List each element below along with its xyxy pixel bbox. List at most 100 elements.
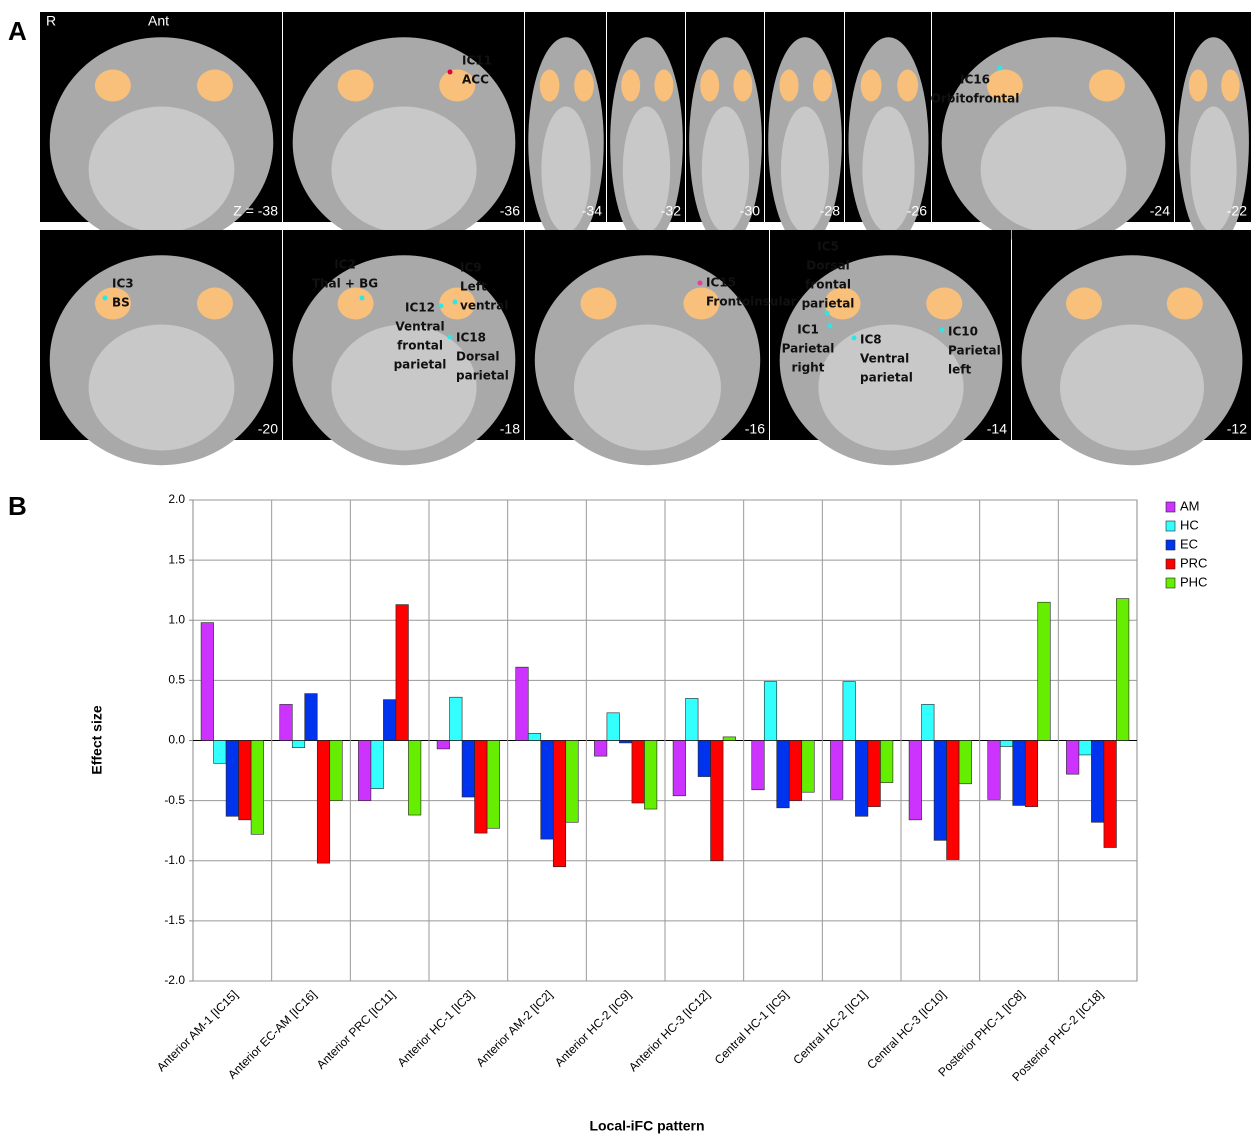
slice-label: -28: [820, 203, 840, 219]
annotation: Frontoinsular: [706, 295, 797, 309]
bar: [1066, 741, 1079, 775]
slice-label: -36: [500, 203, 520, 219]
activation: [700, 70, 719, 102]
bar: [947, 741, 960, 860]
x-tick-label: Anterior AM-2 [IC2]: [473, 987, 555, 1069]
bar: [752, 741, 765, 790]
activation: [95, 70, 131, 102]
seed-dot: [439, 304, 444, 309]
activation: [1189, 70, 1207, 102]
bar: [988, 741, 1001, 800]
slice-label: -12: [1227, 421, 1247, 437]
legend-label: PHC: [1180, 574, 1207, 589]
seed-dot: [940, 328, 945, 333]
y-tick-label: -0.5: [164, 793, 185, 807]
legend-label: EC: [1180, 536, 1198, 551]
slice-label: -20: [258, 421, 278, 437]
annotation: Parietal: [948, 344, 1001, 358]
bar: [644, 741, 657, 810]
bar: [711, 741, 724, 861]
brain-tissue: [574, 325, 721, 451]
bar: [723, 737, 736, 741]
annotation: Ventral: [395, 320, 444, 334]
seed-dot: [360, 296, 365, 301]
annotation: Parietal: [782, 342, 835, 356]
slice-label: -26: [907, 203, 927, 219]
seed-dot: [998, 66, 1003, 71]
y-tick-label: -1.0: [164, 853, 185, 867]
x-tick-label: Anterior HC-2 [IC9]: [552, 987, 634, 1069]
activation: [338, 70, 374, 102]
annotation: parietal: [394, 358, 447, 372]
annotation: parietal: [456, 369, 509, 383]
x-tick-label: Central HC-3 [IC10]: [864, 987, 948, 1071]
activation: [574, 70, 594, 102]
legend-label: HC: [1180, 517, 1199, 532]
activation: [540, 70, 560, 102]
bar: [830, 741, 843, 800]
annotation: IC3: [112, 277, 134, 291]
x-axis-label: Local-iFC pattern: [589, 1118, 704, 1134]
bar: [408, 741, 421, 816]
orientation-label: R: [46, 13, 56, 29]
bar: [632, 741, 645, 804]
bar: [292, 741, 305, 748]
bar: [959, 741, 972, 784]
legend-swatch: [1166, 521, 1175, 531]
slice-label: -14: [987, 421, 1007, 437]
bar: [1013, 741, 1026, 806]
seed-dot: [828, 324, 833, 329]
annotation: IC10: [948, 325, 978, 339]
bar: [880, 741, 893, 783]
x-tick-label: Anterior HC-3 [IC12]: [626, 987, 713, 1074]
activation: [197, 288, 233, 320]
bar: [516, 667, 529, 740]
activation: [861, 70, 882, 102]
bar: [1079, 741, 1092, 755]
annotation: IC15: [706, 276, 736, 290]
annotation: Dorsal: [456, 350, 499, 364]
activation: [1089, 70, 1125, 102]
legend-swatch: [1166, 502, 1175, 512]
brain-tissue: [981, 107, 1127, 233]
y-tick-label: -2.0: [164, 973, 185, 987]
orientation-label: Ant: [148, 13, 169, 29]
bar: [1038, 602, 1051, 740]
annotation: ACC: [462, 73, 489, 87]
slice-label: -18: [500, 421, 520, 437]
seed-dot: [448, 335, 453, 340]
slice-label: -30: [740, 203, 760, 219]
bar: [934, 741, 947, 841]
bar: [462, 741, 475, 798]
bar: [371, 741, 384, 789]
activation: [654, 70, 673, 102]
x-tick-label: Anterior PRC [IC11]: [314, 987, 398, 1071]
bar: [214, 741, 227, 764]
seed-dot: [453, 300, 458, 305]
x-tick-label: Posterior PHC-1 [IC8]: [935, 987, 1027, 1079]
bar: [868, 741, 881, 807]
bar: [330, 741, 343, 801]
bar: [450, 697, 463, 740]
bar: [764, 682, 777, 741]
brain-panel: Z = -38-36-34-32-30-28-26-24-22-20-18-16…: [40, 12, 1251, 465]
bar: [317, 741, 330, 864]
slice-label: -32: [661, 203, 681, 219]
bar: [802, 741, 815, 793]
bar: [437, 741, 450, 749]
bar: [528, 733, 541, 740]
bar: [239, 741, 252, 820]
bar: [383, 700, 396, 741]
activation: [897, 70, 918, 102]
legend-label: AM: [1180, 498, 1200, 513]
activation: [926, 288, 962, 320]
bar: [396, 605, 409, 741]
annotation: Ventral: [860, 352, 909, 366]
annotation: right: [792, 361, 825, 375]
annotation: IC11: [462, 54, 492, 68]
slice-label: -34: [582, 203, 602, 219]
annotation: frontal: [805, 278, 851, 292]
x-tick-label: Anterior HC-1 [IC3]: [395, 987, 477, 1069]
bar: [487, 741, 500, 829]
bar: [553, 741, 566, 867]
